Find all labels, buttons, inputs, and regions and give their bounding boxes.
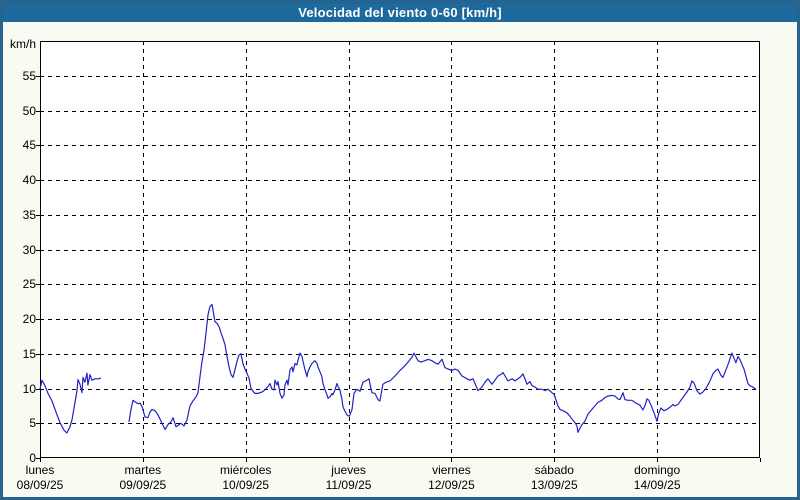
- wind-chart-window: Velocidad del viento 0-60 [km/h] km/h 05…: [0, 0, 800, 500]
- y-tick-label: 35: [3, 208, 36, 222]
- y-tick-label: 25: [3, 277, 36, 291]
- day-name: domingo: [587, 464, 727, 477]
- y-tick-label: 55: [3, 69, 36, 83]
- day-date: 14/09/25: [587, 479, 727, 492]
- y-tick-label: 5: [3, 416, 36, 430]
- plot-frame: [41, 42, 760, 458]
- y-tick-label: 10: [3, 382, 36, 396]
- y-tick-label: 30: [3, 243, 36, 257]
- chart-title: Velocidad del viento 0-60 [km/h]: [298, 5, 502, 20]
- y-tick-label: 45: [3, 138, 36, 152]
- y-tick-label: 20: [3, 312, 36, 326]
- y-axis-unit-label: km/h: [3, 37, 36, 51]
- title-bar: Velocidad del viento 0-60 [km/h]: [3, 3, 797, 22]
- y-tick-label: 50: [3, 104, 36, 118]
- y-tick-label: 40: [3, 173, 36, 187]
- x-day-label: domingo 14/09/25: [587, 464, 727, 492]
- y-tick-label: 15: [3, 347, 36, 361]
- chart-content: km/h 0510152025303540455055 lunes08/09/2…: [3, 22, 797, 497]
- wind-speed-line-chart: [40, 41, 760, 458]
